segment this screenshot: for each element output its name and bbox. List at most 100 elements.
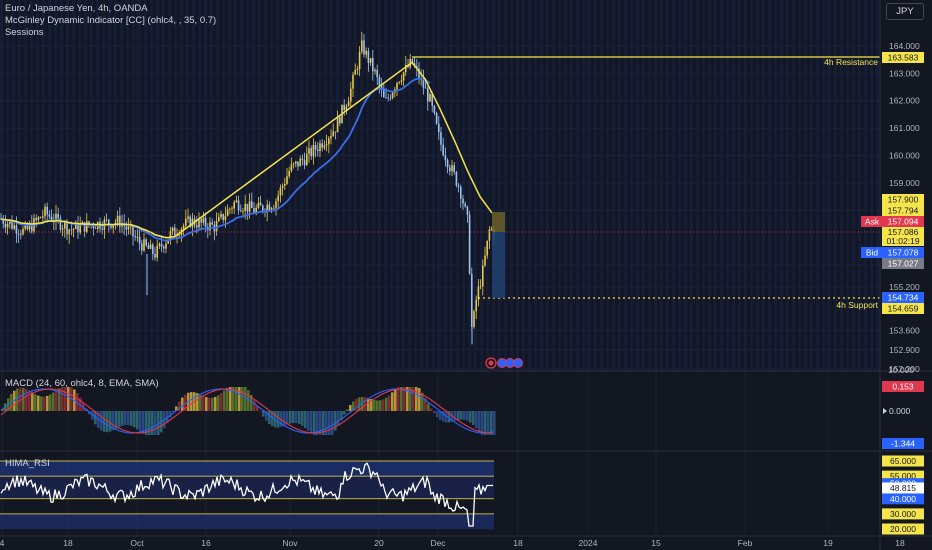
price-candle [310,148,312,157]
session-band [324,0,327,371]
price-tick: 159.000 [889,178,920,188]
session-band [252,0,255,371]
price-candle [352,74,354,89]
macd-bar [433,411,436,414]
macd-bar [214,396,217,411]
macd-bar [91,411,94,420]
session-band [444,0,447,371]
session-band [48,0,51,371]
price-candle [446,160,449,168]
session-band [138,0,141,371]
session-band [12,0,15,371]
macd-bar [253,400,256,411]
session-band [24,0,27,371]
price-candle [158,243,161,246]
sessions-indicator-title[interactable]: Sessions [5,27,44,38]
session-band [654,0,657,371]
macd-bar [412,387,415,411]
price-candle [356,68,359,71]
ema-price-tag: 157.794 [882,205,924,216]
mcginley-indicator-title[interactable]: McGinley Dynamic Indicator [CC] (ohlc4, … [5,15,217,26]
price-candle [251,201,253,208]
macd-bar [79,397,82,411]
macd-bar [241,387,244,411]
mcginley-line [0,61,493,239]
rsi-line [0,462,493,527]
macd-bar [130,411,133,426]
macd-bar [334,411,337,431]
session-band [834,0,837,371]
session-band [192,0,195,371]
price-candle [200,219,202,223]
session-band [426,0,429,371]
session-band [564,0,567,371]
macd-bar [262,411,265,417]
session-band [714,0,717,371]
price-candle [112,224,114,228]
session-band [732,0,735,371]
price-tick: 163.000 [889,68,920,78]
session-band [132,0,135,371]
session-band [612,0,615,371]
price-candle [50,216,53,221]
price-candle [39,217,42,219]
session-band [684,0,687,371]
svg-text:0.153: 0.153 [892,382,914,392]
time-tick: Dec [430,538,446,548]
macd-bar [487,411,490,435]
time-axis[interactable]: 4 18 Oct 16 Nov 20 Dec 18 2024 15 Feb 19 18 [0,538,905,548]
macd-bar [328,411,331,435]
session-band [846,0,849,371]
price-candle [4,223,7,228]
rsi-oversold-band [0,513,494,529]
price-candle [226,209,229,216]
macd-bar [346,409,349,411]
macd-bar [280,411,283,427]
session-band [234,0,237,371]
price-candle [418,68,420,79]
session-band [330,0,333,371]
rsi-bands [0,460,494,529]
session-band [456,0,459,371]
price-candle [233,202,235,209]
macd-bar [481,411,484,435]
session-band [630,0,633,371]
price-candle [457,185,460,187]
session-band [390,0,393,371]
price-candle [57,213,59,219]
session-band [570,0,573,371]
macd-bar [34,394,37,411]
price-tick: 152.200 [889,364,920,374]
price-candle [343,104,345,111]
session-band [42,0,45,371]
event-markers[interactable] [485,357,523,369]
svg-text:157.078: 157.078 [888,248,919,258]
price-candle [154,253,156,258]
session-band [858,0,861,371]
currency-button[interactable]: JPY [886,3,924,20]
price-candle [257,202,260,208]
price-candle [132,226,134,237]
session-band [120,0,123,371]
price-candle [473,311,475,327]
session-band [384,0,387,371]
macd-bar [382,399,385,411]
rsi-title[interactable]: HIMA_RSI [5,458,50,469]
price-candle [372,57,374,72]
price-candle [279,187,282,196]
session-band [810,0,813,371]
svg-text:Ask: Ask [865,217,880,227]
session-band [72,0,75,371]
price-candle [266,204,268,213]
macd-bar [448,411,451,423]
session-band [174,0,177,371]
macd-title[interactable]: MACD (24, 60, ohlc4, 8, EMA, SMA) [5,378,159,389]
price-candle [286,176,288,184]
time-tick: Oct [130,538,144,548]
symbol-title[interactable]: Euro / Japanese Yen, 4h, OANDA [5,3,148,14]
session-band [84,0,87,371]
macd-bar [331,411,334,435]
svg-text:-1.344: -1.344 [891,439,915,449]
price-candle [396,82,398,90]
